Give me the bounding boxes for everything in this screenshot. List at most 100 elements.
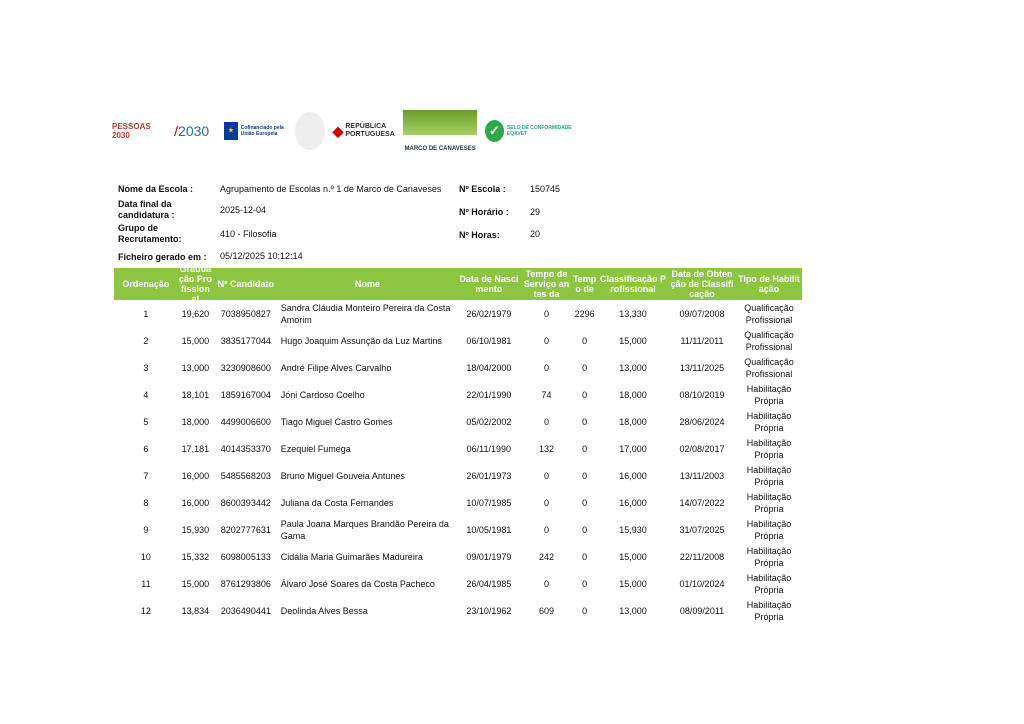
table-cell: 13,000	[619, 362, 647, 373]
table-cell: Qualificação Profissional	[736, 327, 802, 354]
cell-text: 0	[582, 362, 588, 373]
table-cell: 16,000	[181, 497, 210, 508]
table-cell: 09/01/1979	[466, 551, 512, 562]
table-cell: 06/10/1981	[466, 335, 512, 346]
table-cell: Habilitação Própria	[736, 489, 802, 516]
table-cell: 08/10/2019	[679, 389, 725, 400]
table-cell: 15,000	[181, 335, 210, 346]
hours-label: Nº Horas:	[459, 230, 500, 240]
table-cell: 0	[571, 462, 598, 489]
table-cell: Habilitação Própria	[736, 381, 802, 408]
seal-logo	[294, 112, 325, 150]
table-cell: 242	[539, 551, 555, 562]
table-cell: Jóni Cardoso Coelho	[280, 389, 365, 400]
table-cell: Habilitação Própria	[736, 435, 802, 462]
table-cell: 7038950827	[220, 308, 271, 319]
table-cell: 11	[141, 578, 151, 589]
table-cell: 6	[143, 443, 149, 454]
cell-text: 0	[582, 605, 588, 616]
table-row: 2 15,000 3835177044 Hugo Joaquim Assunção d…	[114, 327, 802, 354]
table-cell: Deolinda Alves Bessa	[280, 605, 368, 616]
table-cell: 2	[143, 335, 149, 346]
table-cell: Hugo Joaquim Assunção da Luz Martins	[280, 335, 442, 346]
table-cell: 4499006600	[220, 416, 271, 427]
table-cell: 10	[140, 551, 151, 562]
table-cell: 13,000	[619, 605, 647, 616]
column-header: Data de Nascimento	[455, 268, 522, 300]
table-cell: 5485568203	[220, 470, 271, 481]
table-cell: Qualificação Profissional	[736, 354, 802, 381]
schedule-label: Nº Horário :	[459, 207, 509, 217]
column-header: Graduação Profissional	[177, 268, 213, 300]
table-row: 7 16,000 5485568203 Bruno Miguel Gouveia An…	[114, 462, 802, 489]
cell-text: Qualificação Profissional	[744, 356, 794, 379]
table-cell: 2296	[571, 300, 598, 327]
table-cell: 0	[571, 327, 598, 354]
table-cell: 8761293806	[220, 578, 271, 589]
hours: 20	[530, 229, 541, 239]
table-cell: 16,000	[181, 470, 210, 481]
table-cell: Habilitação Própria	[736, 462, 802, 489]
agrupamento-logo: MARCO DE CANAVESES	[403, 110, 477, 152]
deadline: 2025-12-04	[220, 205, 267, 215]
column-header: Tipo de Habilitação	[736, 268, 802, 300]
table-cell: 0	[571, 570, 598, 597]
column-header: Classificação Profissional	[598, 268, 669, 300]
table-cell: 0	[544, 416, 550, 427]
group-label: Grupo de Recrutamento:	[118, 223, 182, 244]
table-cell: 22/11/2008	[679, 551, 725, 562]
column-header-label: Tempo de Serviço antes da	[523, 269, 570, 299]
table-cell: 18,000	[619, 416, 647, 427]
cell-text: Qualificação Profissional	[744, 302, 794, 325]
portugal-2030-logo: /2030	[174, 123, 210, 139]
table-cell: 0	[544, 308, 550, 319]
table-cell: 12	[140, 605, 151, 616]
column-header-label: Ordenação	[122, 279, 170, 289]
table-cell: 15,930	[181, 524, 210, 535]
cell-text: 0	[582, 470, 588, 481]
table-cell: 4	[143, 389, 149, 400]
cell-text: Habilitação Própria	[746, 464, 792, 487]
table-cell: 0	[571, 543, 598, 570]
cell-text: Habilitação Própria	[746, 410, 792, 433]
table-cell: 01/10/2024	[679, 578, 725, 589]
table-cell: 0	[544, 497, 550, 508]
table-row: 11 15,000 8761293806 Álvaro José Soares da …	[114, 570, 802, 597]
table-cell: Álvaro José Soares da Costa Pacheco	[280, 578, 435, 589]
table-row: 10 15,332 6098005133 Cidália Maria Guimarãe…	[114, 543, 802, 570]
column-header: Tempo de Serviço antes da	[521, 268, 572, 300]
table-row: 5 18,000 4499006600 Tiago Miguel Castro Gom…	[114, 408, 802, 435]
table-cell: 0	[571, 489, 598, 516]
cell-text: Habilitação Própria	[746, 491, 792, 514]
table-cell: 1	[143, 308, 149, 319]
table-cell: 17,000	[619, 443, 647, 454]
table-cell: 15,930	[619, 524, 647, 535]
table-cell: 5	[143, 416, 149, 427]
table-cell: 8600393442	[220, 497, 271, 508]
cell-text: Habilitação Própria	[746, 383, 792, 406]
column-header-label: Graduação Profissional	[178, 268, 212, 300]
column-header: Ordenação	[114, 268, 178, 300]
table-cell: 0	[544, 362, 550, 373]
group: 410 - Filosofia	[220, 229, 277, 239]
table-cell: 3	[143, 362, 149, 373]
logos-banner: PESSOAS 2030 /2030 ★ Cofinanciado pela Un…	[112, 108, 582, 154]
cell-text: 0	[582, 551, 588, 562]
table-cell: 132	[539, 443, 555, 454]
table-cell: 16,000	[619, 470, 647, 481]
column-header-label: Classificação Profissional	[599, 274, 667, 294]
table-cell: 0	[544, 578, 550, 589]
table-cell: 4014353370	[220, 443, 271, 454]
table-row: 6 17,181 4014353370 Ezequiel Fumega 06/11/19…	[114, 435, 802, 462]
column-header: Nome	[278, 268, 456, 300]
column-header-label: Nome	[354, 279, 380, 289]
candidates-table: Ordenação Graduação Profissional Nº Candid…	[114, 268, 802, 624]
table-cell: 0	[571, 354, 598, 381]
cell-text: 0	[582, 335, 588, 346]
column-header-label: Data de Obtenção de Classificação	[670, 269, 734, 299]
table-cell: Habilitação Própria	[736, 543, 802, 570]
column-header: Nº Candidato	[212, 268, 279, 300]
schedule: 29	[530, 207, 541, 217]
table-cell: 18/04/2000	[466, 362, 512, 373]
school-name-label: Nome da Escola :	[118, 184, 194, 194]
